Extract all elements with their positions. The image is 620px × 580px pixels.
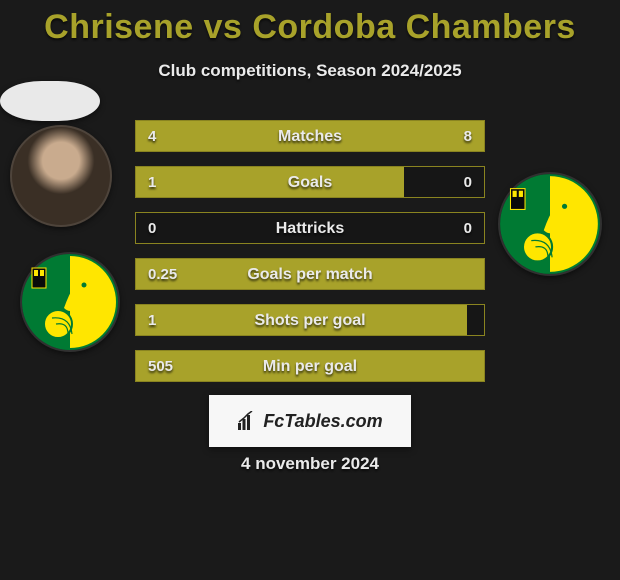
stat-value-left: 0.25 <box>148 259 177 291</box>
stats-column: 48Matches10Goals00Hattricks0.25Goals per… <box>135 120 485 396</box>
player-left-avatar <box>10 125 112 227</box>
norwich-badge-icon <box>498 172 602 276</box>
club-left-badge <box>20 252 120 352</box>
stat-row: 0.25Goals per match <box>135 258 485 290</box>
stat-value-right: 8 <box>464 121 472 153</box>
page-subtitle: Club competitions, Season 2024/2025 <box>0 61 620 81</box>
bar-fill-right <box>251 121 484 151</box>
club-right-badge <box>498 172 602 276</box>
bar-fill-left <box>136 259 484 289</box>
stat-row: 48Matches <box>135 120 485 152</box>
bar-fill-left <box>136 167 404 197</box>
norwich-badge-icon <box>20 252 120 352</box>
brand-text: FcTables.com <box>263 411 382 432</box>
stat-value-left: 505 <box>148 351 173 383</box>
bar-fill-left <box>136 351 484 381</box>
stat-value-right: 0 <box>464 167 472 199</box>
stat-label: Hattricks <box>136 213 484 245</box>
stat-value-left: 1 <box>148 305 156 337</box>
stat-value-left: 0 <box>148 213 156 245</box>
stat-row: 10Goals <box>135 166 485 198</box>
fctables-logo-icon <box>237 411 257 431</box>
stat-value-left: 1 <box>148 167 156 199</box>
stat-row: 505Min per goal <box>135 350 485 382</box>
stat-row: 1Shots per goal <box>135 304 485 336</box>
stat-value-right: 0 <box>464 213 472 245</box>
stat-value-left: 4 <box>148 121 156 153</box>
generation-date: 4 november 2024 <box>0 454 620 474</box>
page-title: Chrisene vs Cordoba Chambers <box>0 0 620 47</box>
bar-fill-left <box>136 305 467 335</box>
brand-box[interactable]: FcTables.com <box>209 395 411 447</box>
stat-row: 0 0Hattricks <box>135 212 485 244</box>
player-right-avatar <box>0 81 100 121</box>
